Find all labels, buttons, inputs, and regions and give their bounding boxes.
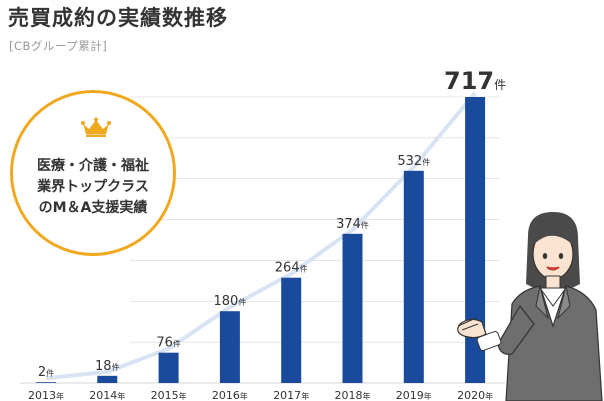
- bar-2014年: [97, 375, 118, 383]
- x-tick-label: 2018年: [335, 389, 371, 401]
- bar-2016年: [219, 311, 240, 383]
- bar-2017年: [281, 277, 302, 383]
- chart-subtitle: [CBグループ累計]: [9, 39, 108, 53]
- value-label: 532件: [397, 154, 430, 169]
- badge-line-3: のM＆A支援実績: [38, 200, 148, 216]
- value-label: 374件: [336, 217, 369, 232]
- achievement-badge: 医療・介護・福祉 業界トップクラス のM＆A支援実績: [10, 90, 176, 256]
- crown-icon: [81, 117, 111, 137]
- bar-2015年: [158, 352, 179, 383]
- value-label: 717件: [444, 67, 506, 95]
- x-tick-label: 2015年: [151, 389, 187, 401]
- bar-2013年: [36, 382, 56, 383]
- badge-text: 医療・介護・福祉 業界トップクラス のM＆A支援実績: [13, 156, 173, 219]
- value-label: 76件: [156, 336, 181, 351]
- bar-2018年: [342, 233, 363, 383]
- value-label: 2件: [38, 365, 54, 380]
- badge-line-2: 業界トップクラス: [37, 179, 149, 195]
- value-labels: 2件 18件 76件 180件 264件 374件 532件 717件: [38, 67, 506, 380]
- badge-line-1: 医療・介護・福祉: [37, 158, 149, 174]
- x-tick-label: 2013年: [28, 389, 64, 401]
- bars: [36, 97, 486, 383]
- page-title: 売買成約の実績数推移: [8, 6, 228, 30]
- x-tick-label: 2020年: [457, 389, 493, 401]
- x-tick-label: 2019年: [396, 389, 432, 401]
- value-label: 264件: [275, 261, 308, 276]
- trend-polyline: [45, 91, 477, 381]
- x-tick-label: 2014年: [89, 389, 125, 401]
- x-tick-label: 2016年: [212, 389, 248, 401]
- x-axis-ticks: 2013年 2014年 2015年 2016年 2017年 2018年 2019年 2020年: [28, 389, 493, 401]
- businesswoman-illustration: [457, 212, 603, 401]
- bar-2020年: [465, 97, 486, 383]
- x-tick-label: 2017年: [273, 389, 309, 401]
- bar-2019年: [403, 170, 424, 383]
- trend-line: [45, 91, 477, 381]
- value-label: 180件: [213, 294, 246, 309]
- value-label: 18件: [95, 359, 120, 374]
